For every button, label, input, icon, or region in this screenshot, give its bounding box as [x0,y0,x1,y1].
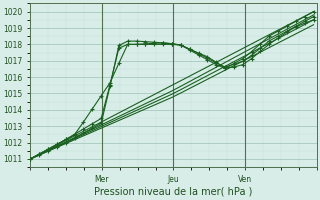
X-axis label: Pression niveau de la mer( hPa ): Pression niveau de la mer( hPa ) [94,187,252,197]
